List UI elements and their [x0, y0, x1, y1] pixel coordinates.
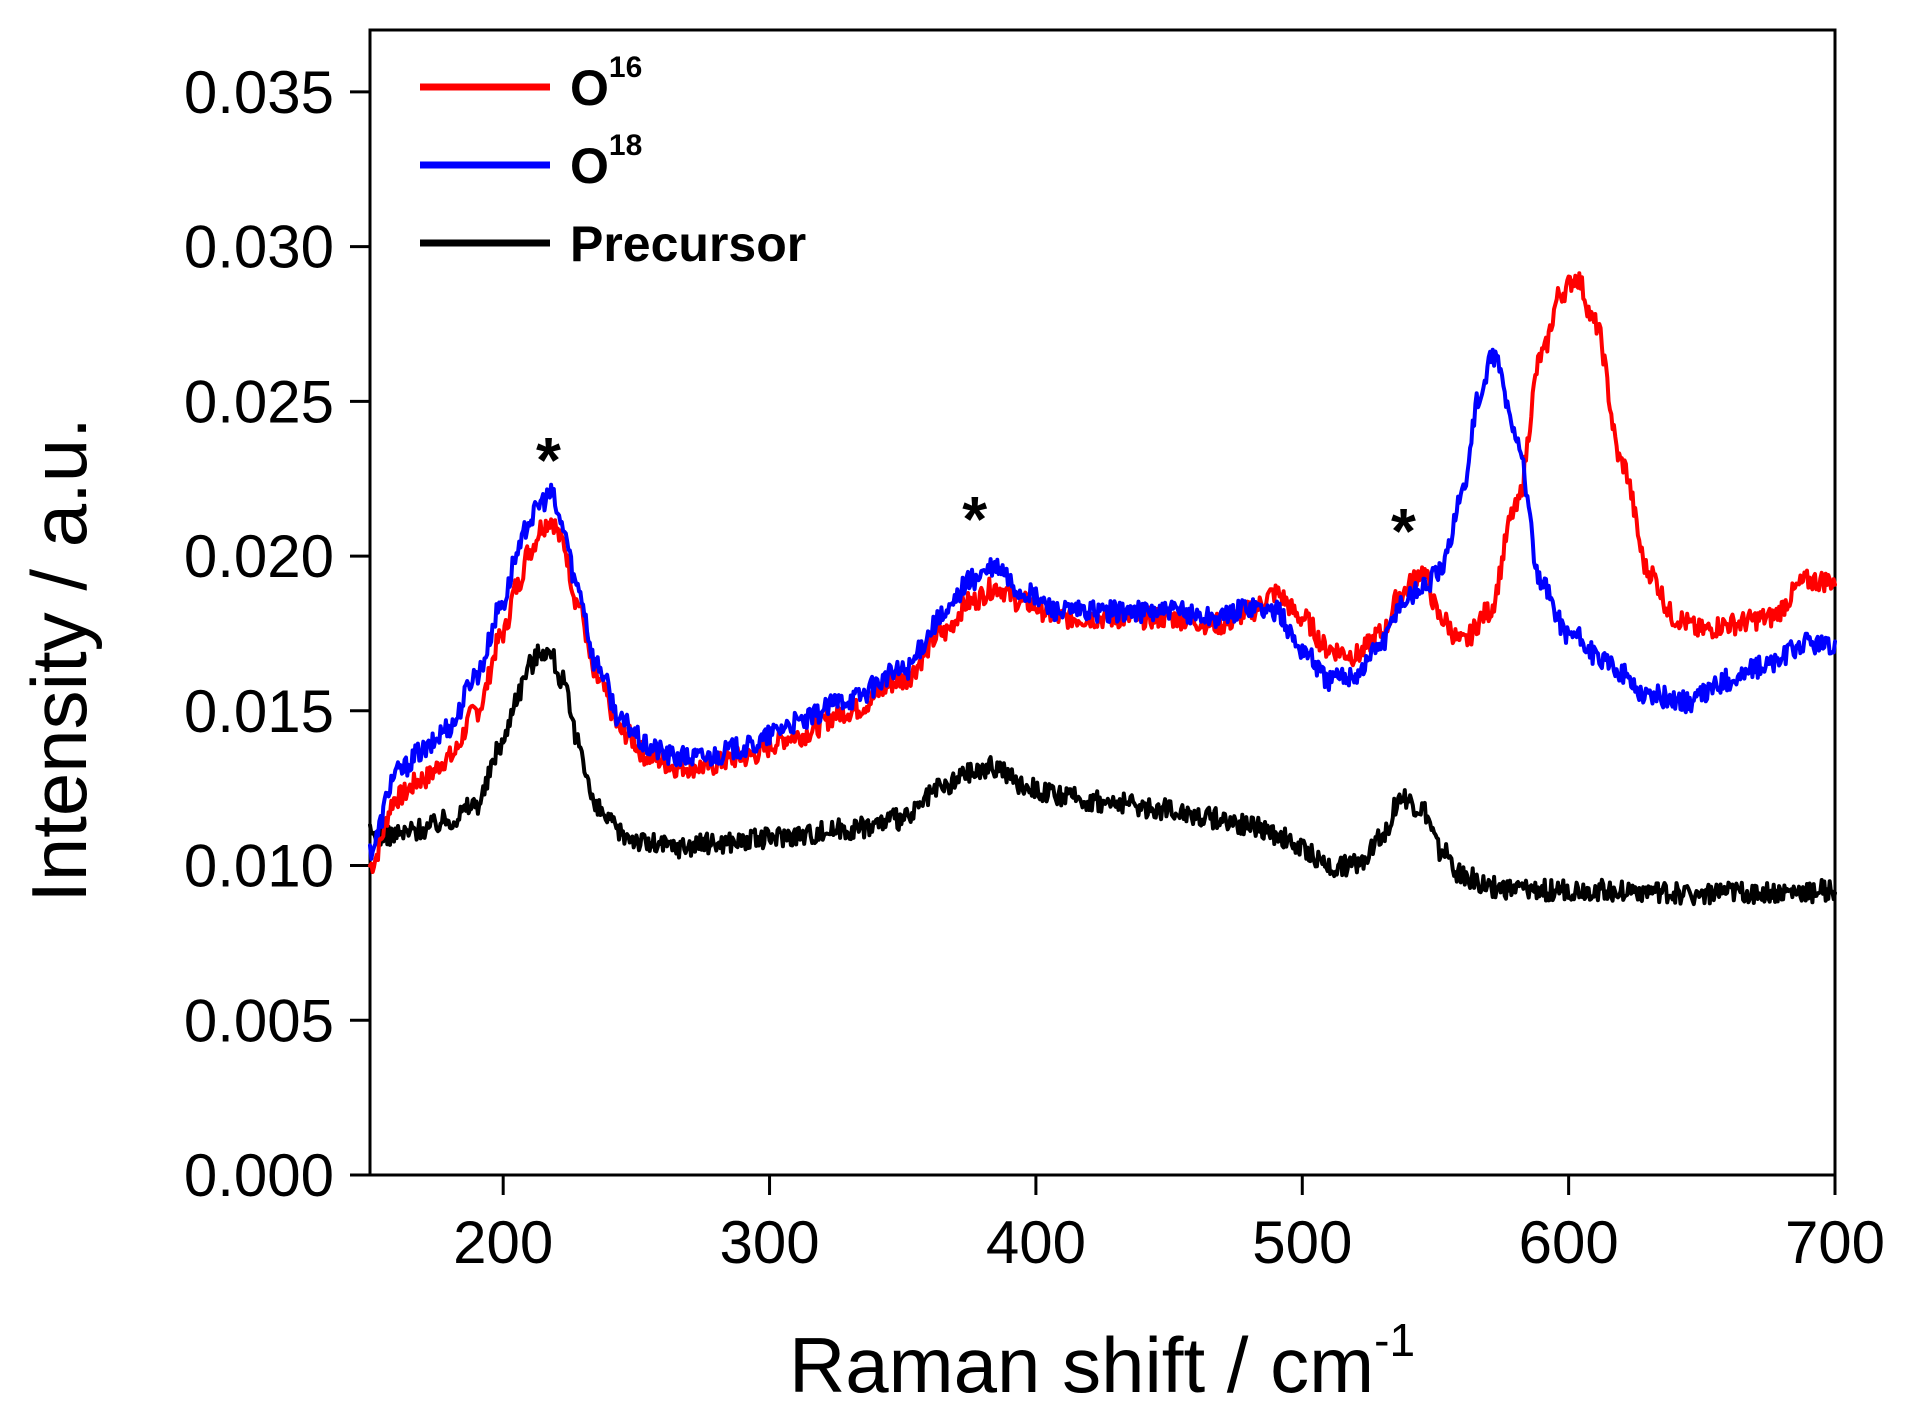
- legend-label-sup: 18: [609, 129, 642, 162]
- legend: O16 O18 Precursor: [420, 51, 806, 272]
- legend-label-sup: 16: [609, 51, 642, 84]
- x-tick-label: 200: [453, 1209, 553, 1276]
- x-tick-label: 500: [1252, 1209, 1352, 1276]
- annotations: * * *: [536, 424, 1416, 567]
- series-line-o18: [368, 347, 1837, 861]
- peak-marker: *: [962, 483, 987, 555]
- x-axis-ticks: 200 300 400 500 600 700: [453, 1175, 1885, 1276]
- legend-label: O18: [570, 129, 642, 194]
- y-tick-label: 0.030: [184, 214, 334, 281]
- x-axis-title-sup: -1: [1374, 1314, 1415, 1366]
- x-tick-label: 300: [719, 1209, 819, 1276]
- y-axis-ticks: 0.000 0.005 0.010 0.015 0.020 0.025 0.030 0.035: [184, 59, 370, 1209]
- x-axis-title: Raman shift / cm-1: [789, 1314, 1415, 1409]
- peak-marker: *: [536, 424, 561, 496]
- series-line-precursor: [368, 643, 1837, 907]
- y-tick-label: 0.035: [184, 59, 334, 126]
- y-tick-label: 0.005: [184, 987, 334, 1054]
- x-tick-label: 600: [1519, 1209, 1619, 1276]
- y-tick-label: 0.010: [184, 833, 334, 900]
- series-layer: [368, 271, 1837, 907]
- plot-frame: [368, 28, 1837, 1177]
- y-tick-label: 0.015: [184, 678, 334, 745]
- peak-marker: *: [1391, 495, 1416, 567]
- x-tick-label: 700: [1785, 1209, 1885, 1276]
- y-tick-label: 0.025: [184, 368, 334, 435]
- y-tick-label: 0.020: [184, 523, 334, 590]
- y-tick-label: 0.000: [184, 1142, 334, 1209]
- legend-label: Precursor: [570, 216, 806, 272]
- y-axis-title: Intensity / a.u.: [15, 417, 103, 903]
- legend-label: O16: [570, 51, 642, 116]
- x-tick-label: 400: [986, 1209, 1086, 1276]
